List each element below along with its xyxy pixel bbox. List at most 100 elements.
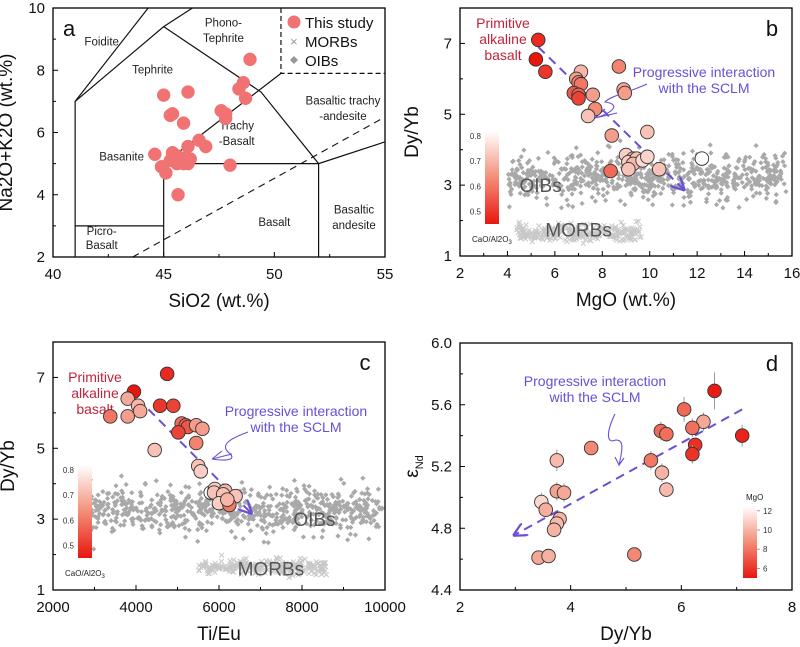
legend-entry-label: This study — [305, 15, 374, 32]
oib-marker — [100, 489, 106, 495]
oib-marker — [726, 163, 732, 169]
oib-marker — [691, 167, 697, 173]
oib-marker — [277, 518, 283, 524]
oib-marker — [111, 527, 117, 534]
sample-point — [685, 420, 700, 436]
colorbar-tick-label: 0.7 — [63, 491, 75, 500]
sample-point — [654, 465, 670, 480]
oib-marker — [724, 194, 731, 201]
oib-marker — [157, 502, 163, 508]
oib-marker — [743, 196, 750, 202]
oib-marker — [292, 509, 298, 515]
oib-marker — [773, 164, 779, 170]
morb-marker — [586, 237, 593, 243]
oib-marker — [344, 501, 350, 507]
oib-marker — [333, 499, 339, 505]
oib-marker — [512, 173, 518, 180]
sample-point — [528, 52, 544, 67]
oib-marker — [122, 518, 128, 524]
legend-marker-diamond — [289, 56, 298, 64]
y-tick-label: 4 — [37, 187, 45, 204]
oib-marker — [149, 511, 155, 517]
oib-marker — [318, 500, 324, 506]
oib-marker — [350, 508, 356, 514]
oib-marker — [95, 492, 101, 498]
oib-marker — [340, 498, 346, 504]
oib-marker — [320, 501, 326, 507]
oib-marker — [604, 190, 610, 196]
morb-marker — [202, 558, 209, 565]
morb-marker — [296, 569, 302, 576]
oib-marker — [329, 521, 336, 527]
oib-marker — [274, 503, 280, 509]
oib-marker — [697, 166, 703, 172]
oib-marker — [331, 502, 337, 508]
oib-marker — [261, 539, 267, 545]
morb-marker — [212, 560, 218, 567]
oib-marker — [555, 159, 562, 165]
oib-marker — [753, 181, 759, 188]
oib-marker — [645, 197, 651, 203]
morb-marker — [618, 219, 625, 226]
progressive-interaction-label: Progressive interaction — [524, 373, 666, 389]
x-tick-label: 12 — [689, 265, 706, 282]
oib-marker — [646, 167, 653, 173]
oib-marker — [151, 518, 157, 524]
oib-marker — [691, 171, 698, 177]
oib-marker — [266, 521, 273, 527]
oib-marker — [652, 183, 658, 189]
oib-marker — [366, 536, 372, 542]
oib-marker — [338, 476, 344, 482]
sample-point — [643, 453, 659, 468]
oib-marker — [284, 499, 290, 505]
oib-marker — [698, 170, 704, 176]
primitive-basalt-label: alkaline — [479, 31, 527, 47]
oib-marker — [178, 490, 184, 496]
oib-marker — [602, 197, 609, 203]
oib-marker — [106, 490, 112, 496]
sample-point — [659, 482, 674, 497]
oib-marker — [537, 178, 544, 184]
y-tick-label: 7 — [37, 369, 45, 386]
oib-marker — [279, 514, 285, 520]
morb-marker — [230, 557, 237, 563]
oib-marker — [135, 508, 141, 514]
oib-marker — [647, 183, 653, 189]
oib-marker — [750, 167, 756, 173]
oib-marker — [327, 507, 333, 514]
oib-marker — [570, 204, 576, 210]
oib-marker — [652, 191, 658, 197]
x-axis-label: Ti/Eu — [197, 624, 241, 645]
oib-marker — [335, 495, 341, 501]
oib-marker — [593, 166, 600, 172]
colorbar-label-part: O — [95, 569, 101, 578]
oib-marker — [120, 511, 126, 517]
oib-marker — [694, 165, 700, 171]
oib-marker — [92, 514, 99, 520]
oib-marker — [704, 196, 710, 202]
oib-marker — [363, 500, 369, 506]
oib-marker — [720, 172, 726, 178]
oib-marker — [569, 191, 575, 197]
oib-marker — [335, 499, 342, 506]
sample-point — [103, 409, 118, 424]
oib-marker — [558, 166, 564, 172]
morb-marker — [203, 564, 210, 571]
oib-marker — [293, 513, 299, 519]
oib-marker — [700, 185, 706, 191]
oib-marker — [284, 509, 290, 515]
x-axis-label: SiO2 (wt.%) — [168, 291, 269, 312]
oib-marker — [579, 170, 585, 176]
oib-marker — [129, 499, 136, 505]
oib-marker — [648, 180, 654, 187]
oib-marker — [644, 182, 650, 188]
y-tick-label: 5 — [37, 440, 45, 457]
x-tick-label: 2000 — [36, 599, 69, 616]
oib-marker — [773, 192, 779, 198]
oib-marker — [300, 534, 307, 540]
oib-marker — [660, 177, 667, 183]
oib-marker — [364, 486, 371, 492]
colorbar-label-part: 3 — [101, 574, 105, 580]
morb-marker — [635, 218, 642, 225]
oib-marker — [322, 502, 328, 509]
